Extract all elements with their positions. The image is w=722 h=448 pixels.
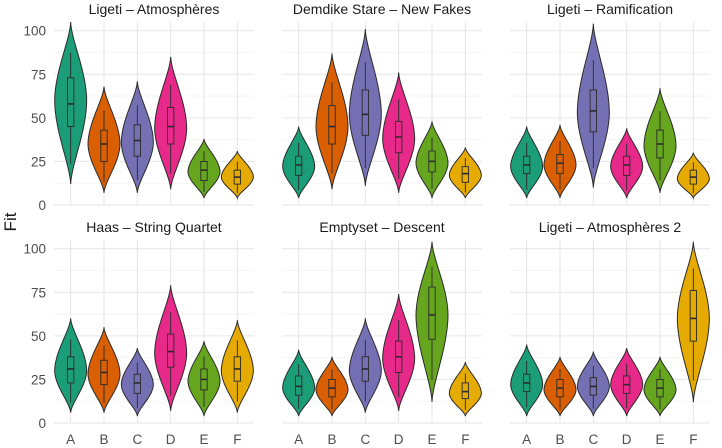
violin-C xyxy=(120,347,154,417)
box-iqr xyxy=(428,286,436,340)
x-tick-label: A xyxy=(294,432,303,447)
violin-D xyxy=(154,56,188,190)
facet-title: Ligeti – Atmosphères xyxy=(89,1,220,17)
x-tick-label: B xyxy=(555,432,564,447)
y-tick-label: 25 xyxy=(31,372,46,387)
x-tick-label: D xyxy=(394,432,404,447)
facet-title: Ligeti – Atmosphères 2 xyxy=(539,219,682,235)
violin-C xyxy=(348,318,382,413)
y-tick-label: 0 xyxy=(38,416,46,431)
facet-panel: Demdike Stare – New Fakes xyxy=(282,1,482,206)
box-iqr xyxy=(461,382,469,400)
violin-C xyxy=(348,28,382,186)
violin-A xyxy=(510,126,544,199)
y-tick-label: 0 xyxy=(38,198,46,213)
box-iqr xyxy=(67,77,75,128)
facet-title: Ligeti – Ramification xyxy=(547,1,673,17)
violin-B xyxy=(543,356,577,417)
facet-title: Demdike Stare – New Fakes xyxy=(293,1,471,17)
x-tick-label: D xyxy=(166,432,176,447)
box-iqr xyxy=(200,160,208,182)
y-tick-label: 100 xyxy=(23,24,46,39)
y-tick-label: 75 xyxy=(31,285,46,300)
y-axis-title: Fit xyxy=(1,212,20,231)
facet-title: Emptyset – Descent xyxy=(319,219,444,235)
violin-E xyxy=(415,121,449,199)
violin-E xyxy=(643,356,677,417)
violin-D xyxy=(610,128,644,199)
x-tick-label: E xyxy=(427,432,436,447)
violin-B xyxy=(543,124,577,199)
violin-D xyxy=(610,347,644,417)
x-tick-label: F xyxy=(461,432,469,447)
violin-B xyxy=(315,356,349,417)
violin-C xyxy=(576,23,610,188)
violin-A xyxy=(510,344,544,417)
y-tick-label: 100 xyxy=(23,242,46,257)
y-tick-label: 50 xyxy=(31,111,46,126)
y-tick-label: 25 xyxy=(31,154,46,169)
box-iqr xyxy=(461,166,469,183)
violin-D xyxy=(154,285,188,411)
violin-A xyxy=(54,21,88,185)
box-iqr xyxy=(328,105,336,145)
x-tick-label: B xyxy=(99,432,108,447)
violin-A xyxy=(282,349,316,417)
facet-panel: Emptyset – Descent A B C D E F xyxy=(282,219,482,447)
violin-E xyxy=(187,138,221,199)
box-iqr xyxy=(556,154,564,175)
facet-title: Haas – String Quartet xyxy=(86,219,222,235)
x-tick-label: F xyxy=(689,432,697,447)
facet-panel: Haas – String Quartet 0 25 50 75 100 A B C D E F xyxy=(23,219,254,447)
box-iqr xyxy=(167,333,175,368)
x-tick-label: A xyxy=(522,432,531,447)
facet-panel: Ligeti – Atmosphères 0 25 50 75 100 xyxy=(23,1,254,213)
violin-A xyxy=(54,318,88,413)
violin-C xyxy=(120,81,154,193)
facet-panel: Ligeti – Ramification xyxy=(510,1,710,206)
violin-B xyxy=(315,53,349,190)
box-iqr xyxy=(295,375,303,396)
x-tick-label: C xyxy=(360,432,370,447)
box-iqr xyxy=(100,129,108,162)
facet-panel: Ligeti – Atmosphères 2 A B C D E F xyxy=(510,219,710,447)
violin-A xyxy=(282,126,316,199)
violin-D xyxy=(382,72,416,193)
x-tick-label: F xyxy=(233,432,241,447)
violin-E xyxy=(415,241,449,403)
box-iqr xyxy=(623,155,631,176)
x-tick-label: D xyxy=(622,432,632,447)
x-tick-label: E xyxy=(655,432,664,447)
violin-F xyxy=(448,147,482,199)
x-tick-label: B xyxy=(327,432,336,447)
violin-F xyxy=(220,320,254,413)
violin-D xyxy=(382,293,416,411)
x-tick-label: C xyxy=(132,432,142,447)
y-tick-label: 75 xyxy=(31,67,46,82)
violin-E xyxy=(187,341,221,417)
violin-C xyxy=(576,351,610,417)
box-iqr xyxy=(67,356,75,384)
violin-B xyxy=(87,86,121,193)
violin-E xyxy=(643,88,677,193)
x-tick-label: C xyxy=(588,432,598,447)
violin-F xyxy=(676,241,710,403)
x-tick-label: A xyxy=(66,432,75,447)
box-iqr xyxy=(133,373,141,394)
box-iqr xyxy=(689,290,697,342)
violin-F xyxy=(676,152,710,200)
violin-F xyxy=(220,150,254,200)
box-iqr xyxy=(167,106,175,145)
violin-B xyxy=(87,327,121,413)
y-tick-label: 50 xyxy=(31,329,46,344)
violin-F xyxy=(448,361,482,417)
box-iqr xyxy=(361,89,369,136)
box-iqr xyxy=(295,155,303,176)
x-tick-label: E xyxy=(199,432,208,447)
